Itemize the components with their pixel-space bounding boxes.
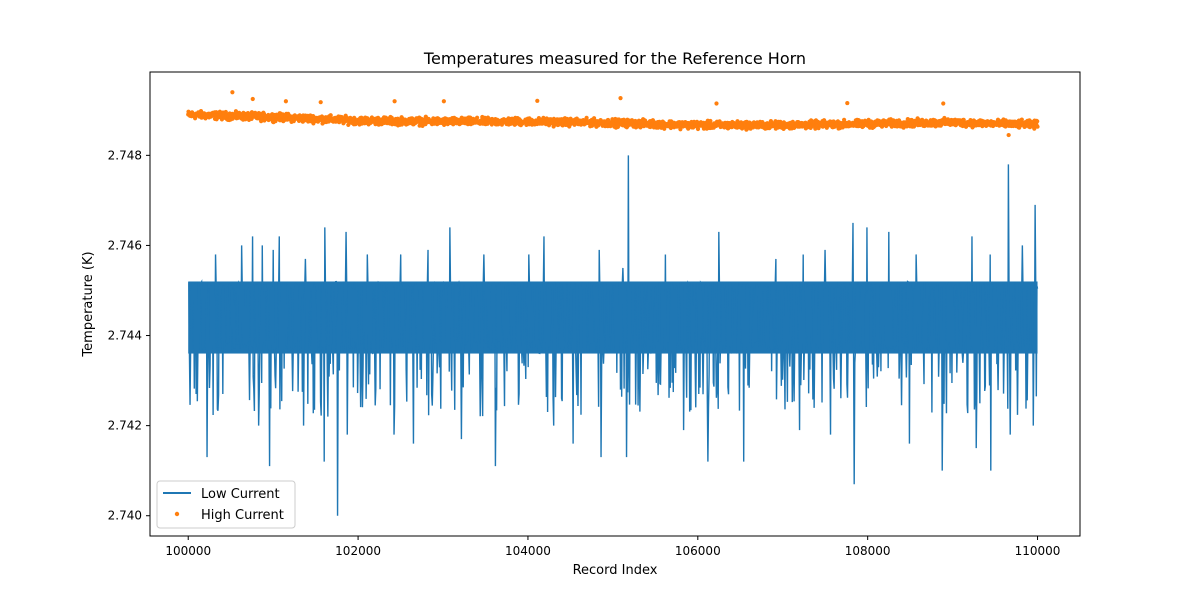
high-current-outlier xyxy=(941,101,946,106)
high-current-outlier xyxy=(1006,132,1011,138)
y-tick-label: 2.746 xyxy=(108,238,142,252)
high-current-point xyxy=(541,115,546,120)
x-axis: 100000 102000 104000 106000 108000 110000 xyxy=(165,536,1060,558)
plot-area xyxy=(186,90,1040,516)
high-current-point xyxy=(1035,119,1040,124)
high-current-outlier xyxy=(618,96,623,101)
x-tick-label: 108000 xyxy=(845,544,891,558)
high-current-point xyxy=(475,115,480,120)
y-tick-label: 2.740 xyxy=(108,509,142,523)
y-axis: 2.740 2.742 2.744 2.746 2.748 xyxy=(108,148,150,523)
high-current-point xyxy=(328,113,333,118)
high-current-outlier xyxy=(392,99,397,104)
y-axis-label: Temperature (K) xyxy=(81,251,96,357)
low-current-series xyxy=(188,155,1039,516)
legend-high-current-swatch xyxy=(174,511,180,517)
high-current-point xyxy=(1019,117,1024,122)
x-tick-label: 106000 xyxy=(675,544,721,558)
high-current-point xyxy=(1035,124,1040,129)
high-current-outlier xyxy=(845,100,850,106)
high-current-series xyxy=(186,90,1040,138)
high-current-outlier xyxy=(535,98,540,103)
legend: Low Current High Current xyxy=(156,480,296,529)
high-current-point xyxy=(678,127,683,132)
high-current-outlier xyxy=(441,99,446,104)
legend-box xyxy=(156,480,296,529)
high-current-outlier xyxy=(318,100,323,105)
low-current-line xyxy=(188,155,1039,516)
high-current-point xyxy=(695,126,701,132)
legend-low-current-label: Low Current xyxy=(201,487,280,502)
high-current-outlier xyxy=(714,101,719,106)
y-tick-label: 2.744 xyxy=(108,329,142,343)
high-current-outlier xyxy=(250,96,255,102)
y-tick-label: 2.748 xyxy=(108,148,142,162)
high-current-point xyxy=(708,118,713,124)
high-current-point xyxy=(346,122,351,127)
plot-frame xyxy=(149,71,1081,537)
high-current-outlier xyxy=(283,99,288,104)
x-tick-label: 104000 xyxy=(505,544,551,558)
x-tick-label: 110000 xyxy=(1015,544,1061,558)
high-current-outlier xyxy=(230,90,235,95)
x-tick-label: 102000 xyxy=(335,544,381,558)
high-current-point xyxy=(259,119,264,124)
chart-title: Temperatures measured for the Reference … xyxy=(423,49,806,68)
x-tick-label: 100000 xyxy=(165,544,211,558)
legend-high-current-label: High Current xyxy=(201,508,284,523)
y-tick-label: 2.742 xyxy=(108,419,142,433)
x-axis-label: Record Index xyxy=(573,563,658,578)
high-current-point xyxy=(584,115,589,120)
